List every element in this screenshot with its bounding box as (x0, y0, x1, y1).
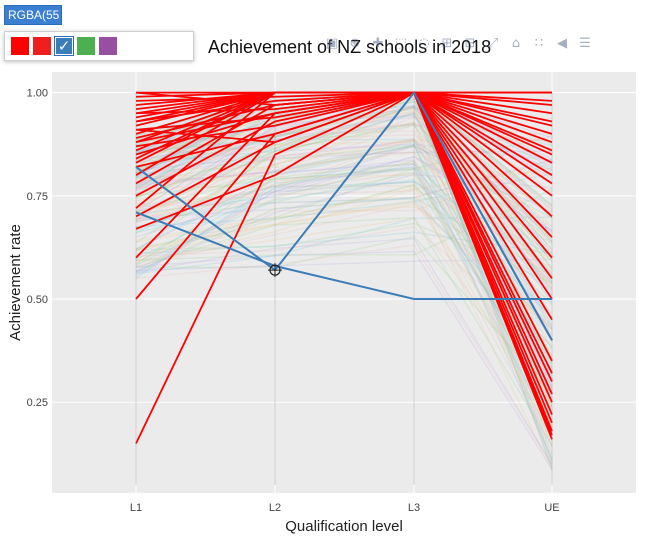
background-line (135, 160, 553, 443)
x-tick-label: L2 (269, 502, 281, 514)
highlight-line[interactable] (135, 91, 553, 152)
zoom-out-icon[interactable]: ⊟ (464, 35, 476, 51)
background-line (135, 106, 553, 217)
crosshair-cursor-icon (268, 263, 282, 278)
background-line (135, 92, 553, 208)
background-line (135, 168, 553, 433)
background-line (135, 250, 553, 470)
swatch-red[interactable] (11, 37, 29, 55)
zoom-icon[interactable]: ⊕ (349, 35, 361, 51)
y-tick-label: 1.00 (27, 88, 48, 100)
background-line (135, 160, 553, 208)
background-line (135, 140, 553, 228)
y-tick-label: 0.25 (27, 397, 48, 409)
background-line (135, 155, 553, 272)
y-axis-title: Achievement rate (7, 224, 24, 341)
background-line (135, 244, 553, 466)
home-icon[interactable]: ⌂ (511, 35, 521, 51)
highlight-line[interactable] (135, 91, 553, 115)
background-line (135, 168, 553, 402)
background-line (135, 145, 553, 273)
y-tick-label: 0.50 (27, 294, 48, 306)
background-line (135, 120, 553, 255)
pan-icon[interactable]: ✚ (372, 35, 384, 51)
background-line (135, 104, 553, 292)
camera-icon[interactable]: ▣ (325, 35, 339, 51)
background-line (135, 181, 553, 257)
lasso-icon[interactable]: ◌ (418, 35, 430, 51)
background-line (135, 173, 553, 273)
color-swatch-panel: ✓ (4, 31, 194, 61)
color-value-input[interactable]: RGBA(55 (4, 5, 62, 25)
background-line (135, 139, 553, 181)
background-line (135, 216, 553, 447)
background-line (135, 181, 553, 392)
spike-icon[interactable]: ∷ (534, 35, 544, 51)
swatch-purple[interactable] (99, 37, 117, 55)
modebar: ▣ ⊕ ✚ ⬚ ◌ ⊞ ⊟ ⤢ ⌂ ∷ ◀ ☰ (322, 33, 595, 53)
highlight-line[interactable] (135, 91, 553, 374)
background-line (135, 158, 553, 220)
background-line (135, 104, 553, 304)
chart-title: Achievement of NZ schools in 2018 (208, 37, 491, 57)
highlight-line[interactable] (135, 91, 553, 259)
background-line (135, 140, 553, 341)
selected-line[interactable] (135, 211, 552, 301)
background-line (135, 145, 553, 425)
background-line (135, 167, 553, 213)
swatch-blue[interactable]: ✓ (54, 36, 74, 56)
zoom-in-icon[interactable]: ⊞ (441, 35, 453, 51)
background-line (135, 163, 553, 411)
background-line (135, 105, 553, 218)
hover-compare-icon[interactable]: ☰ (579, 35, 591, 51)
background-line (135, 151, 553, 290)
box-select-icon[interactable]: ⬚ (394, 35, 408, 51)
background-line (135, 143, 553, 461)
background-line (135, 188, 553, 261)
background-line (135, 226, 553, 346)
background-line (135, 144, 553, 219)
background-line (135, 111, 553, 227)
background-line (135, 145, 553, 277)
swatch-green[interactable] (77, 37, 95, 55)
highlight-line[interactable] (135, 91, 553, 382)
background-line (135, 174, 553, 395)
x-tick-label: L1 (130, 502, 142, 514)
x-tick-label: L3 (408, 502, 420, 514)
background-line (135, 183, 553, 438)
background-line (135, 235, 553, 395)
background-line (135, 172, 553, 228)
background-line (135, 237, 553, 465)
background-line (135, 134, 553, 212)
background-line (135, 123, 553, 162)
hover-closest-icon[interactable]: ◀ (557, 35, 567, 51)
highlight-line[interactable] (135, 91, 553, 440)
background-line (135, 171, 553, 395)
background-line (135, 150, 553, 176)
background-line (135, 116, 553, 216)
highlight-line[interactable] (135, 91, 553, 432)
x-axis-title: Qualification level (285, 518, 403, 535)
selected-line[interactable] (135, 90, 553, 341)
highlight-line[interactable] (135, 91, 553, 144)
y-tick-label: 0.75 (27, 191, 48, 203)
background-line (135, 135, 553, 251)
background-line (135, 143, 553, 213)
background-line (135, 106, 553, 178)
background-line (135, 217, 553, 406)
background-line (135, 91, 553, 455)
highlight-line[interactable] (135, 91, 553, 321)
background-line (135, 167, 553, 265)
x-tick-label: UE (544, 502, 559, 514)
background-line (135, 187, 553, 260)
background-line (135, 159, 553, 393)
background-line (135, 190, 553, 446)
autoscale-icon[interactable]: ⤢ (487, 35, 499, 51)
swatch-red[interactable] (33, 37, 51, 55)
